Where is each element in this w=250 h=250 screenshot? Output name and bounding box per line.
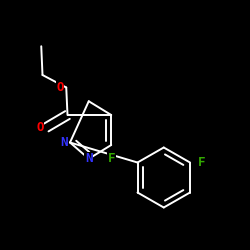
Text: N: N [60,136,68,149]
Text: N: N [85,152,92,165]
Text: F: F [108,152,115,166]
Text: O: O [56,81,64,94]
Text: F: F [198,156,205,169]
Text: O: O [36,121,44,134]
